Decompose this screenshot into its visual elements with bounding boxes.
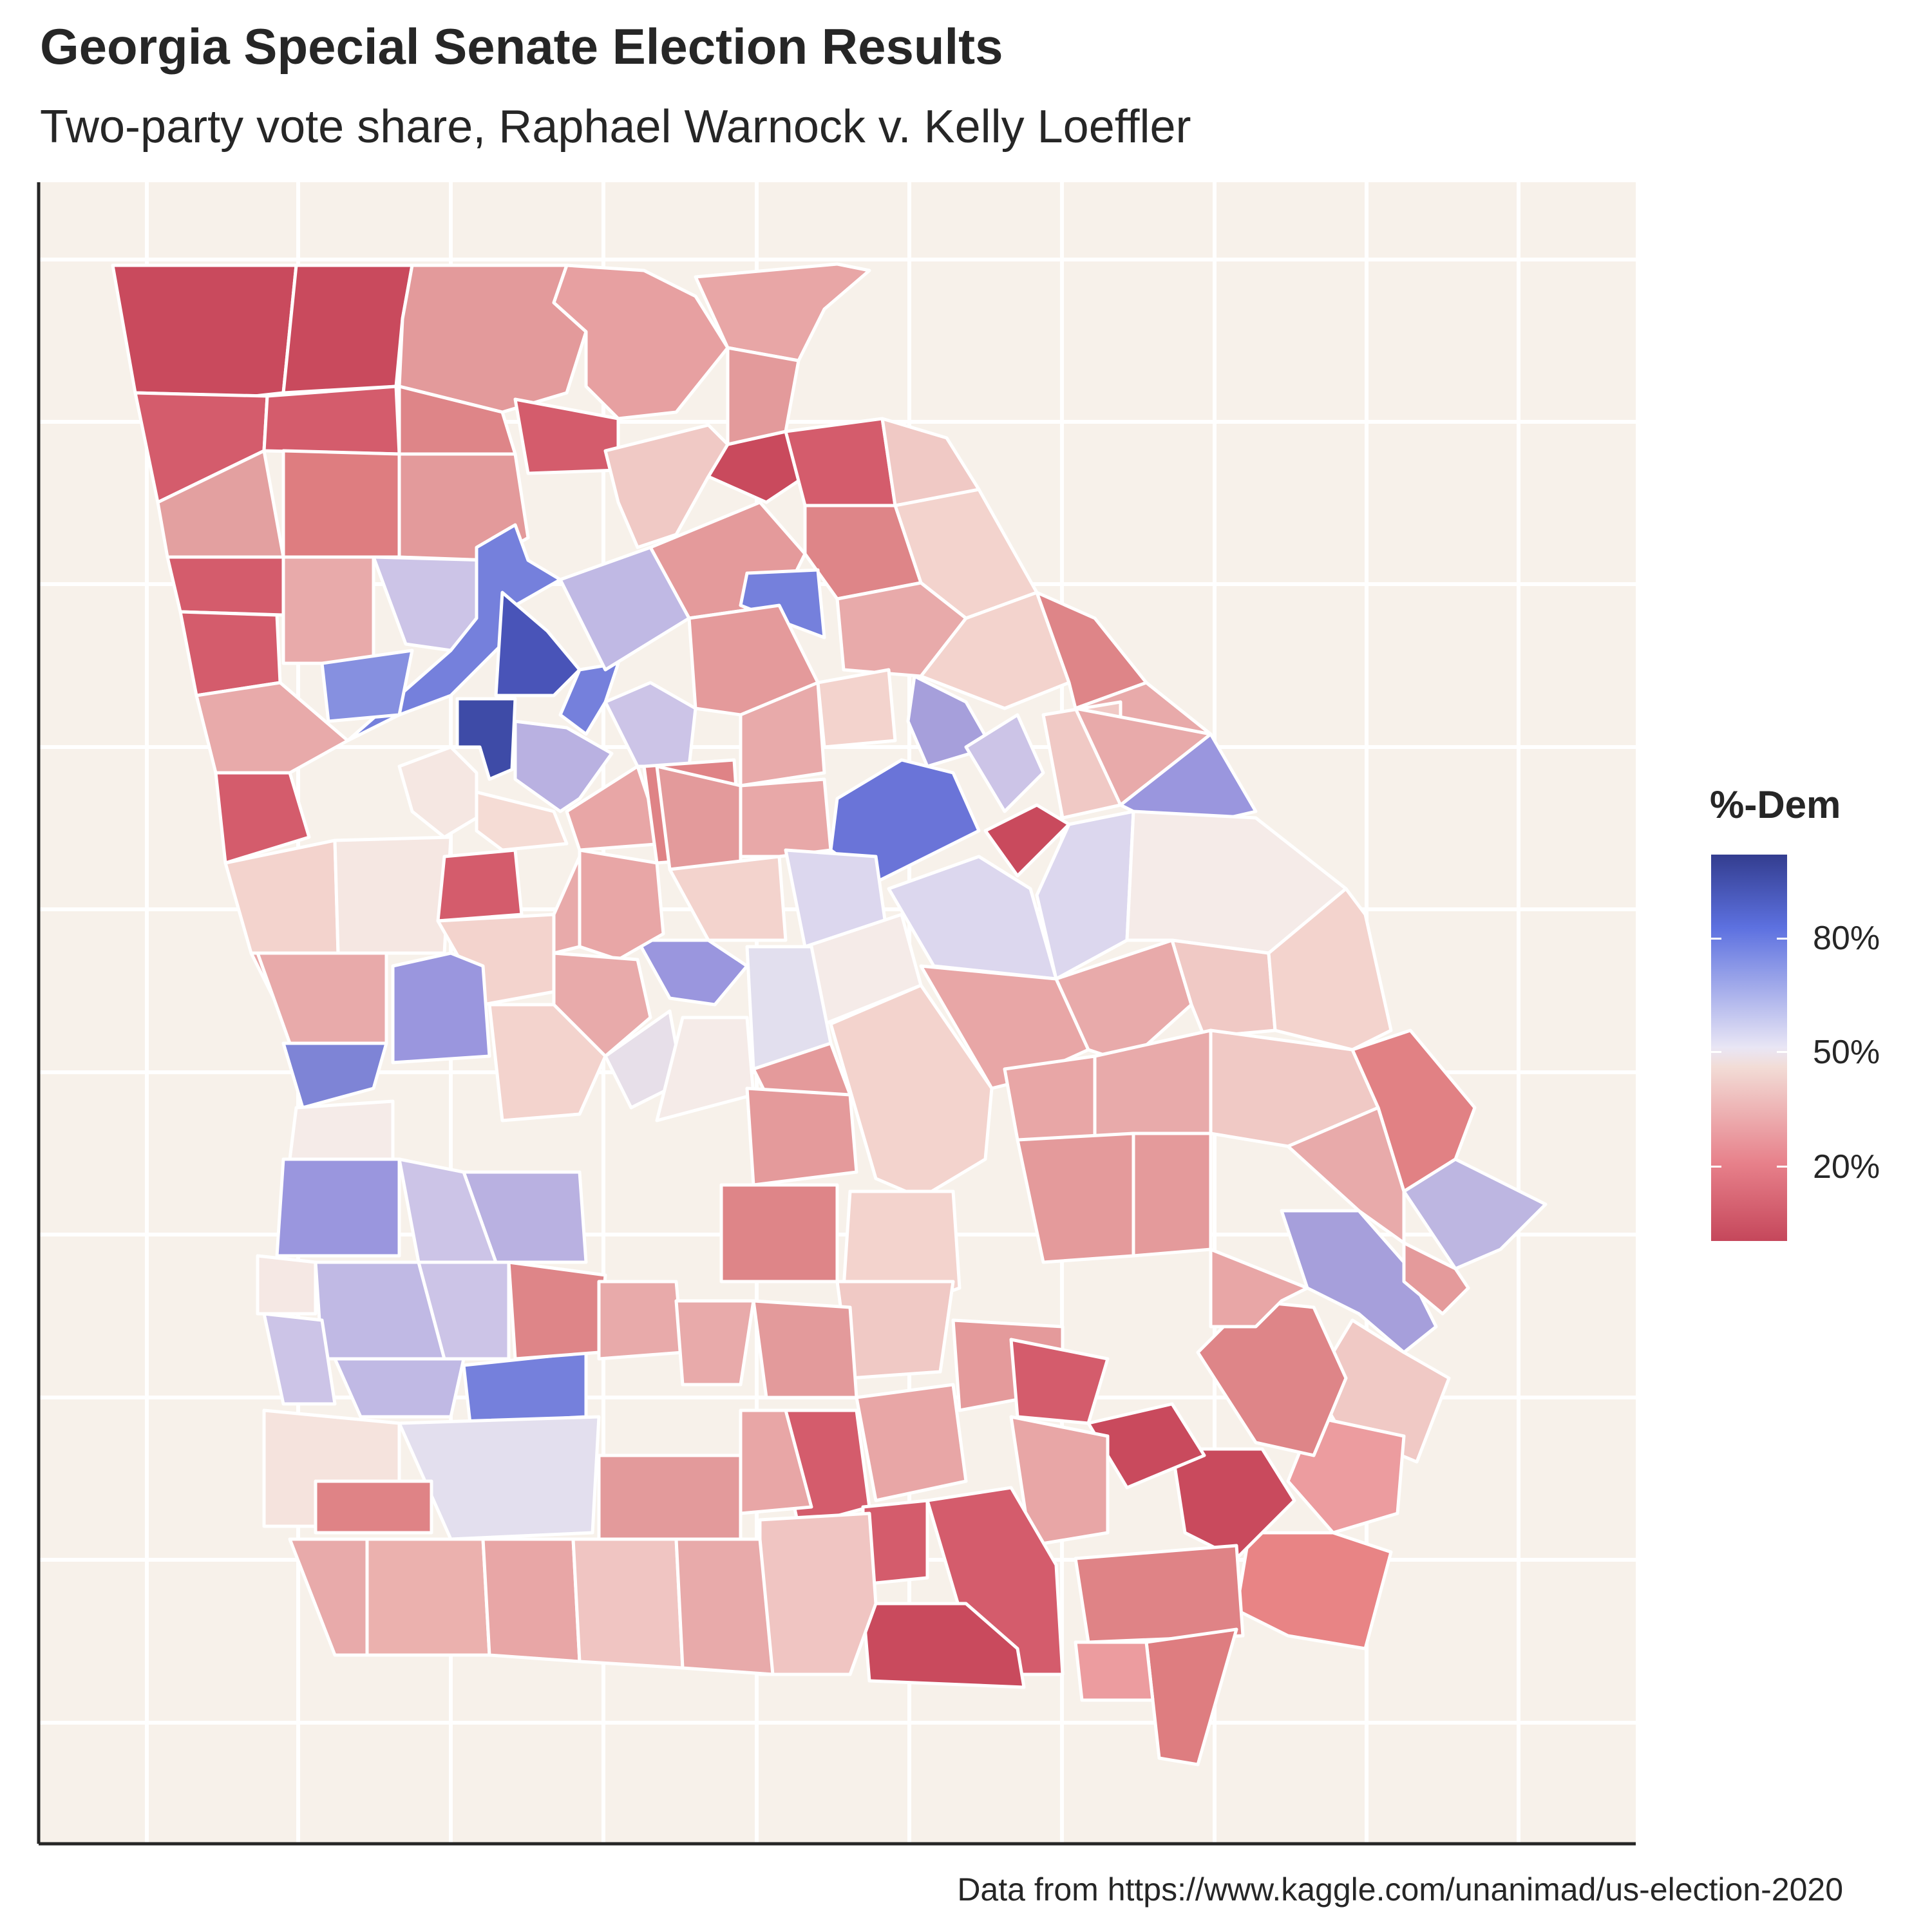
county-region (752, 1299, 858, 1399)
data-source-caption: Data from https://www.kaggle.com/unanima… (957, 1871, 1843, 1908)
county-region (488, 1003, 607, 1122)
county-region (597, 1280, 685, 1361)
county-region (475, 790, 569, 852)
county-region (655, 764, 743, 871)
county-region (964, 713, 1045, 813)
county-region (816, 668, 897, 749)
county-region (739, 568, 826, 639)
county-region (1074, 1544, 1245, 1644)
county-region (194, 681, 350, 775)
county-region (462, 1350, 588, 1425)
county-region (256, 1254, 317, 1316)
county-region (603, 423, 730, 549)
county-region (571, 1537, 685, 1670)
county-region (1209, 1247, 1309, 1329)
county-region (1267, 887, 1393, 1052)
legend-color-bar (1711, 855, 1787, 1241)
county-region (507, 1260, 607, 1361)
county-region (1170, 1447, 1296, 1560)
county-region (1009, 1338, 1110, 1425)
county-region (281, 263, 414, 395)
county-region (1286, 1106, 1406, 1245)
county-region (494, 591, 582, 697)
county-region (1196, 1299, 1348, 1457)
county-region (333, 835, 453, 955)
county-region (178, 610, 282, 697)
county-region (1132, 1132, 1213, 1258)
legend-label-80: 80% (1813, 920, 1880, 957)
county-region (1074, 1640, 1155, 1702)
county-region (674, 1299, 755, 1387)
county-region (1054, 938, 1193, 1065)
chart-subtitle: Two-party vote share, Raphael Warnock v.… (40, 101, 1191, 153)
county-region (281, 1041, 388, 1110)
county-region (111, 263, 298, 398)
county-region (726, 346, 800, 446)
county-region (552, 855, 582, 955)
county-region (758, 1511, 878, 1676)
county-region (320, 649, 414, 723)
legend-tick (1711, 1051, 1721, 1053)
county-region (861, 1602, 1026, 1689)
legend-tick (1777, 1166, 1787, 1168)
county-region (674, 1537, 775, 1676)
georgia-counties (111, 262, 1548, 1766)
county-region (829, 983, 994, 1200)
county-region (603, 681, 697, 768)
county-region (346, 523, 562, 743)
county-region (417, 1260, 511, 1361)
county-region (314, 1479, 433, 1535)
county-region (1035, 810, 1135, 981)
legend-label-50: 50% (1813, 1034, 1880, 1071)
county-region (739, 777, 833, 858)
county-region (214, 771, 311, 865)
county-region (636, 938, 749, 1007)
county-region (855, 1383, 968, 1502)
county-region (262, 384, 401, 456)
legend-tick (1777, 938, 1787, 940)
county-region (397, 1415, 601, 1541)
county-region (275, 1157, 401, 1258)
county-region (1009, 1415, 1110, 1548)
county-region (552, 263, 730, 421)
county-region (481, 1537, 582, 1663)
legend-tick (1711, 1166, 1721, 1168)
chart-title: Georgia Special Senate Election Results (40, 18, 1003, 75)
county-region (1280, 1209, 1438, 1354)
county-region (333, 1357, 466, 1419)
county-region (887, 855, 1058, 981)
county-region (719, 1183, 839, 1283)
county-region (1003, 1054, 1097, 1142)
county-region (1402, 1241, 1470, 1316)
county-region (281, 555, 375, 665)
county-region (262, 1312, 337, 1406)
county-region (391, 951, 491, 1065)
county-region (1086, 1402, 1206, 1490)
county-region (1144, 1627, 1238, 1766)
county-region (668, 855, 788, 942)
legend-tick (1711, 938, 1721, 940)
county-region (436, 848, 524, 923)
legend-label-20: 20% (1813, 1148, 1880, 1186)
county-region (281, 449, 401, 559)
county-region (455, 697, 517, 781)
county-region (739, 681, 826, 788)
county-region (745, 1086, 858, 1187)
legend-tick (1777, 1051, 1787, 1053)
county-region (513, 719, 614, 813)
county-region (288, 1099, 395, 1161)
legend-title: %-Dem (1710, 783, 1841, 826)
county-region (784, 417, 897, 507)
county-region (365, 1537, 491, 1657)
